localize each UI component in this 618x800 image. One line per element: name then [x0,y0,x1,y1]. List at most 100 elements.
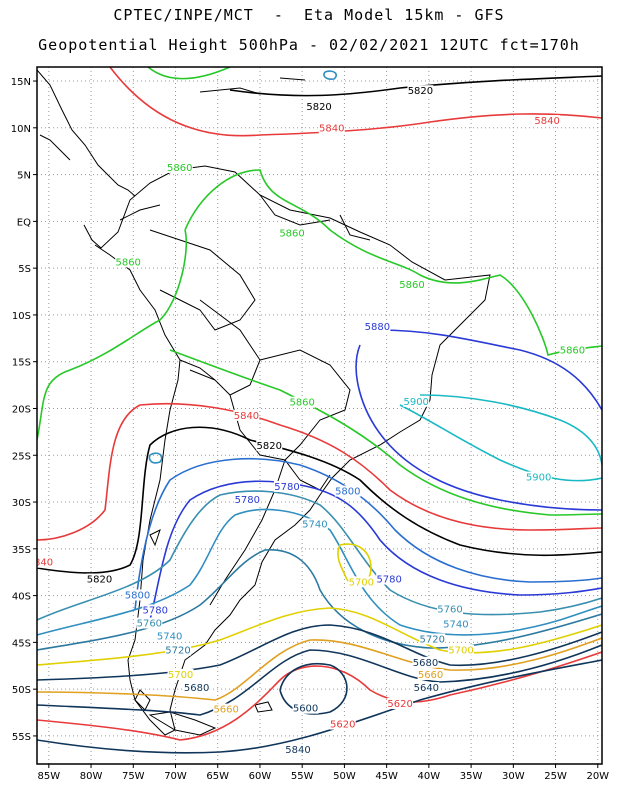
contour-label-bg [37,556,54,568]
contour-label-bg [329,718,356,730]
lat-tick-label: EQ [17,217,31,228]
contour-label: 5860 [279,228,304,239]
contour-label: 5720 [165,646,190,657]
lat-tick-label: 5N [17,171,31,182]
map-subtitle: Geopotential Height 500hPa - 02/02/2021 … [38,36,580,54]
contour-label-bg [559,344,586,356]
contour-label-bg [124,589,151,601]
lat-tick-label: 5S [18,264,31,275]
contour-label: 5900 [526,473,551,484]
contour-label-bg [334,485,361,497]
contour-label: 5860 [399,280,424,291]
contour-label-bg [413,682,440,694]
contour-label-bg [233,409,260,421]
contour-label-bg [234,494,261,506]
contour-label-bg [376,573,403,585]
contour-label-bg [86,573,113,585]
lat-tick-label: 45S [12,638,31,649]
contour-label: 5800 [335,487,360,498]
contour-label: 5780 [376,575,401,586]
lon-tick-label: 25W [544,771,567,782]
contour-label-bg [364,320,391,332]
contour-label-bg [166,161,193,173]
lon-tick-label: 80W [80,771,103,782]
contour-label: 5840 [28,558,53,569]
contour-label-bg [398,278,425,290]
lon-tick-label: 65W [206,771,229,782]
longitude-ticks: 85W 80W 75W 70W 65W 60W 55W 50W 45W 40W 35W 30W 25W 2… [38,764,609,782]
contour-label: 5600 [293,704,318,715]
lon-tick-label: 75W [122,771,145,782]
contour-label-bg [115,256,142,268]
lon-tick-label: 40W [418,771,441,782]
contour-lines [37,67,602,754]
contour-label-bg [306,101,333,113]
contour-label: 5760 [137,619,162,630]
contour-label: 5820 [87,575,112,586]
contour-label: 5820 [306,102,331,113]
lat-tick-label: 10N [11,124,31,135]
contour-label: 5840 [285,745,310,756]
contour-label: 5860 [289,398,314,409]
coastline [37,69,491,736]
lat-tick-label: 15S [12,358,31,369]
lat-tick-label: 50S [12,685,31,696]
contour-label-bg [273,480,300,492]
contour-label-bg [403,395,430,407]
contour-label-bg [387,697,414,709]
contour-label: 5820 [257,441,282,452]
contour-label: 5680 [184,683,209,694]
contour-label: 5660 [418,670,443,681]
contour-label-bg [292,702,319,714]
contour-label-bg [447,644,474,656]
lon-tick-label: 85W [38,771,61,782]
map-title: CPTEC/INPE/MCT - Eta Model 15km - GFS [113,6,505,24]
contour-label-bg [165,644,192,656]
contour-label: 5880 [365,322,390,333]
contour-label-bg [407,85,434,97]
contour-label: 5680 [413,658,438,669]
lon-tick-label: 20W [586,771,609,782]
contour-label: 5800 [125,590,150,601]
contour-label: 5820 [408,86,433,97]
contour-label-bg [417,668,444,680]
lon-tick-label: 55W [291,771,314,782]
contour-label: 5740 [443,619,468,630]
contour-label-bg [167,668,194,680]
lat-tick-label: 35S [12,545,31,556]
contour-label: 5740 [302,519,327,530]
lon-tick-label: 70W [164,771,187,782]
contour-label-bg [301,518,328,530]
map-frame [36,66,603,765]
contour-label-bg [256,439,283,451]
contour-label: 5860 [560,345,585,356]
contour-label: 5700 [448,646,473,657]
contour-label: 5660 [213,705,238,716]
contour-label: 5760 [437,605,462,616]
contour-label-bg [183,682,210,694]
contour-label: 5780 [235,495,260,506]
graticule [37,67,602,764]
lat-tick-label: 20S [12,404,31,415]
contour-label-bg [289,396,316,408]
lon-tick-label: 35W [460,771,483,782]
contour-label-bg [284,743,311,755]
contour-label-bg [419,633,446,645]
contour-labels: 5820 5820 5840 5840 5860 5860 5860 5860 5860 5860… [28,85,586,756]
contour-label-bg [525,471,552,483]
contour-label: 5740 [157,632,182,643]
contour-label: 5700 [168,670,193,681]
lon-tick-label: 50W [333,771,356,782]
contour-label-bg [318,122,345,134]
contour-label-bg [442,618,469,630]
contour-label-bg [213,703,240,715]
latitude-ticks: 15N 10N 5N EQ 5S 10S 15S 20S 25S 30S 35S 40S 45S 50S 5… [11,77,37,743]
contour-label: 5840 [234,411,259,422]
contour-label: 5720 [420,634,445,645]
contour-label: 5840 [534,116,559,127]
contour-label: 5780 [274,482,299,493]
contour-label-bg [436,603,463,615]
contour-label: 5620 [330,720,355,731]
contour-label-bg [534,115,561,127]
